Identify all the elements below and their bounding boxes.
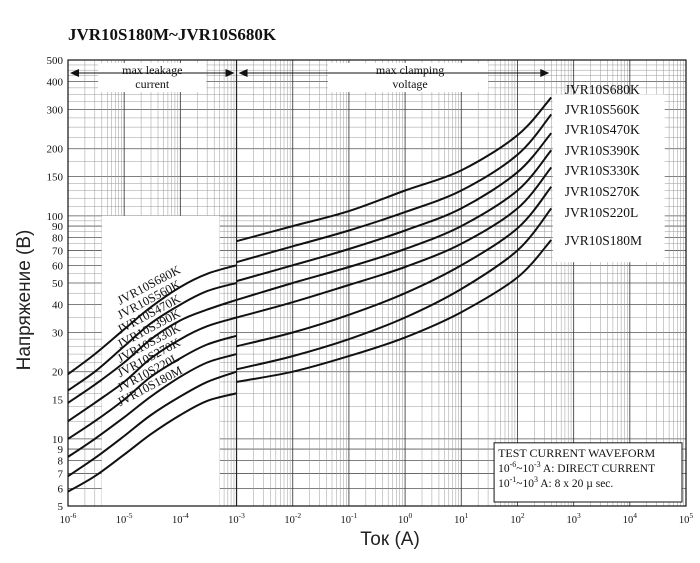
y-tick-label: 15 bbox=[52, 395, 64, 407]
y-tick-label: 5 bbox=[58, 501, 64, 513]
series-label-right: JVR10S680K bbox=[565, 82, 640, 97]
y-tick-label: 30 bbox=[52, 327, 64, 339]
x-tick-label: 10-1 bbox=[341, 511, 358, 526]
curve-leakage bbox=[67, 316, 237, 423]
leakage-header-line2: current bbox=[135, 77, 170, 91]
waveform-row: 10-6~10-3 A: DIRECT CURRENT bbox=[498, 460, 655, 475]
x-tick-label: 10-3 bbox=[228, 511, 245, 526]
curve-clamping bbox=[236, 96, 553, 243]
y-tick-label: 500 bbox=[47, 55, 64, 67]
y-tick-label: 200 bbox=[47, 144, 64, 156]
y-tick-label: 60 bbox=[52, 260, 64, 272]
x-tick-label: 101 bbox=[454, 511, 469, 526]
y-tick-label: 7 bbox=[58, 468, 64, 480]
series-label-panel bbox=[552, 94, 665, 263]
y-tick-label: 8 bbox=[58, 455, 64, 467]
y-tick-label: 9 bbox=[58, 444, 64, 456]
waveform-row: 10-1~103 A: 8 x 20 µ sec. bbox=[498, 475, 613, 490]
arrow-head bbox=[540, 69, 550, 77]
y-tick-label: 90 bbox=[52, 221, 64, 233]
curve-clamping bbox=[236, 239, 553, 383]
x-tick-label: 10-6 bbox=[60, 511, 77, 526]
x-tick-label: 100 bbox=[398, 511, 413, 526]
arrow-head bbox=[70, 69, 79, 77]
curve-clamping bbox=[236, 166, 553, 319]
arrow-head bbox=[225, 69, 235, 77]
x-tick-label: 105 bbox=[679, 511, 694, 526]
y-tick-label: 40 bbox=[52, 300, 64, 312]
y-tick-label: 400 bbox=[47, 77, 64, 89]
y-tick-label: 50 bbox=[52, 278, 64, 290]
clamping-header-bg bbox=[327, 63, 489, 92]
axes: 5678910152030405060708090100150200300400… bbox=[47, 55, 694, 526]
x-tick-label: 10-5 bbox=[116, 511, 133, 526]
x-tick-label: 10-2 bbox=[284, 511, 301, 526]
curve-clamping bbox=[236, 113, 553, 264]
x-tick-label: 10-4 bbox=[172, 511, 189, 526]
curve-leakage bbox=[67, 264, 237, 375]
chart-title: JVR10S180M~JVR10S680K bbox=[68, 25, 277, 44]
x-axis-label: Ток (А) bbox=[360, 529, 420, 550]
leakage-header-bg bbox=[98, 63, 207, 92]
x-tick-label: 103 bbox=[567, 511, 582, 526]
series-labels: JVR10S680KJVR10S680KJVR10S560KJVR10S560K… bbox=[115, 82, 642, 409]
series-label-right: JVR10S470K bbox=[565, 122, 640, 137]
series-label-right: JVR10S330K bbox=[565, 163, 640, 178]
y-tick-label: 300 bbox=[47, 104, 64, 116]
series-label-right: JVR10S220L bbox=[565, 205, 639, 220]
curve-leakage bbox=[67, 282, 237, 392]
series-label-right: JVR10S180M bbox=[565, 233, 642, 248]
y-tick-label: 150 bbox=[47, 172, 64, 184]
y-tick-label: 10 bbox=[52, 434, 64, 446]
series-label-right: JVR10S560K bbox=[565, 102, 640, 117]
waveform-box bbox=[493, 442, 683, 503]
series-curves bbox=[67, 96, 553, 493]
curve-clamping bbox=[236, 207, 553, 371]
curve-leakage bbox=[67, 298, 237, 404]
series-label-right: JVR10S390K bbox=[565, 143, 640, 158]
series-label-right: JVR10S270K bbox=[565, 184, 640, 199]
y-tick-label: 70 bbox=[52, 245, 64, 257]
x-tick-label: 104 bbox=[623, 511, 638, 526]
curve-clamping bbox=[236, 132, 553, 283]
y-tick-label: 80 bbox=[52, 232, 64, 244]
curve-leakage bbox=[67, 392, 237, 493]
curve-leakage bbox=[67, 370, 237, 478]
clamping-header-line1: max clamping bbox=[376, 63, 444, 77]
waveform-title: TEST CURRENT WAVEFORM bbox=[498, 446, 655, 460]
y-tick-label: 20 bbox=[52, 367, 64, 379]
curve-clamping bbox=[236, 149, 553, 301]
plot-frame bbox=[67, 59, 687, 507]
clamping-header-line2: voltage bbox=[392, 77, 427, 91]
y-axis-label: Напряжение (В) bbox=[14, 230, 35, 371]
curve-leakage bbox=[67, 353, 237, 458]
leakage-header-line1: max leakage bbox=[122, 63, 182, 77]
curve-clamping bbox=[236, 186, 553, 348]
arrow-head bbox=[238, 69, 248, 77]
y-tick-label: 100 bbox=[47, 211, 64, 223]
y-tick-label: 6 bbox=[58, 483, 64, 495]
x-tick-label: 102 bbox=[510, 511, 525, 526]
curve-leakage bbox=[67, 334, 237, 440]
